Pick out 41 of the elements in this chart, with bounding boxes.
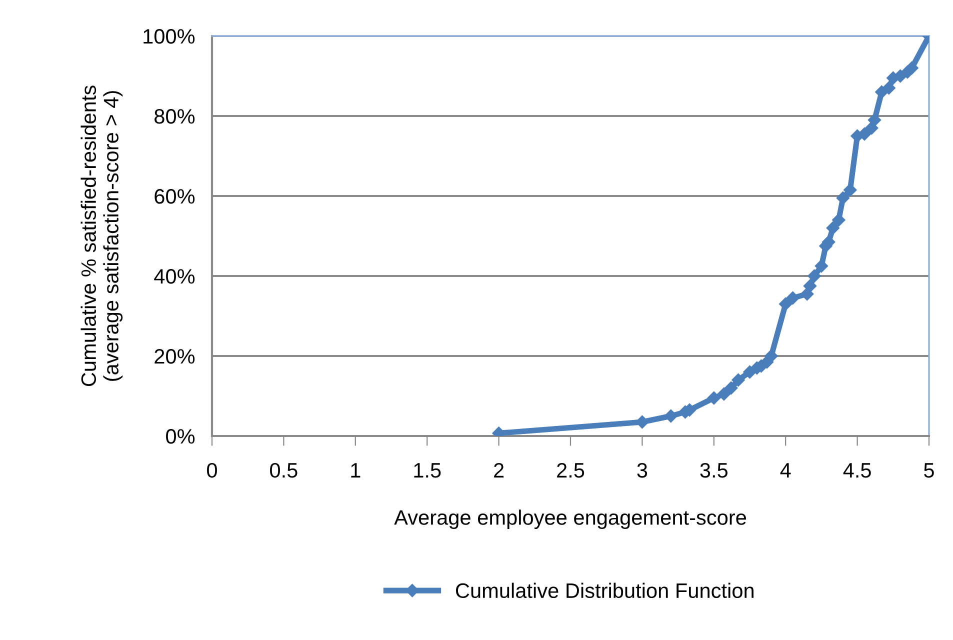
x-tick-label: 3.5 [700,462,728,478]
point [724,381,738,395]
x-tick-label: 3 [637,462,648,478]
point [717,387,731,401]
y-axis-title: Cumulative % satisfied-residents (average satisfaction-score > 4) [80,86,123,386]
point [868,113,882,127]
point [836,191,850,205]
legend-label: Cumulative Distribution Function [456,582,754,598]
y-tick-label: 20% [154,349,195,364]
point [858,127,872,141]
point [779,297,792,311]
y-tick-label: 0% [166,429,195,444]
x-tick-label: 2.5 [557,462,584,478]
x-tick-label: 0 [207,462,217,478]
point [764,349,778,363]
x-axis-title: Average employee engagement-score [394,510,746,530]
point [844,183,857,197]
x-tick-label: 5 [924,463,934,478]
point [832,213,846,227]
x-tick-label: 1 [351,463,360,478]
point [636,415,649,429]
y-tick-label: 80% [154,109,195,124]
x-tick-label: 0.5 [270,462,298,478]
point [803,279,817,293]
point [786,291,800,305]
x-tick-label: 1.5 [414,463,441,478]
point [865,121,878,135]
x-tick-label: 4.5 [843,463,871,478]
y-tick-label: 40% [154,269,195,284]
y-tick-label: 60% [154,189,195,204]
point [814,259,828,273]
point [707,391,720,405]
x-tick-label: 4 [780,463,791,478]
point [664,409,678,423]
point [882,81,896,95]
point [732,373,745,387]
y-tick-label: 100% [144,29,195,44]
x-tick-label: 2 [494,462,504,478]
point [826,221,840,235]
point [808,269,821,283]
point [743,365,756,379]
